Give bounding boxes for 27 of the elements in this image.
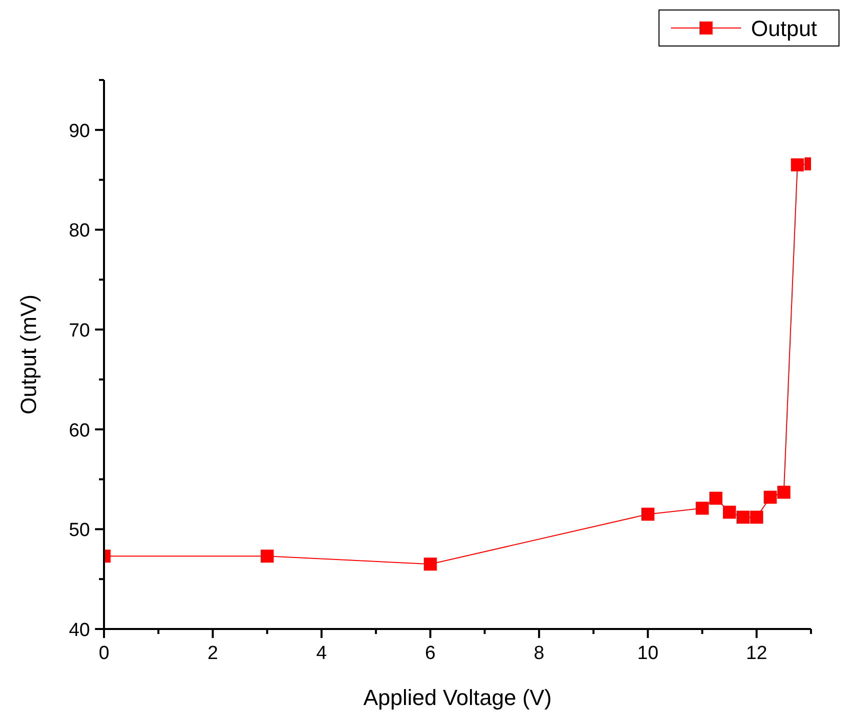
x-axis-title: Applied Voltage (V) <box>363 685 552 710</box>
x-tick-label: 0 <box>98 643 110 664</box>
legend-label: Output <box>751 16 818 41</box>
point <box>722 506 736 519</box>
point <box>764 490 777 504</box>
point <box>424 558 437 571</box>
y-tick-label: 40 <box>68 620 90 641</box>
y-axis-title: Output (mV) <box>16 294 41 414</box>
point <box>777 486 790 499</box>
x-tick-label: 8 <box>534 643 544 664</box>
x-tick-label: 2 <box>207 643 218 664</box>
point <box>736 510 750 524</box>
point <box>750 510 764 524</box>
y-tick-label: 80 <box>68 220 90 242</box>
x-tick-label: 6 <box>425 643 436 664</box>
x-tick-label: 4 <box>316 643 328 664</box>
y-tick-label: 60 <box>68 420 90 442</box>
y-tick-label: 50 <box>68 520 90 542</box>
x-tick-label: 12 <box>746 643 768 664</box>
y-tick-label: 70 <box>68 320 90 342</box>
point <box>696 502 709 515</box>
point <box>260 550 274 563</box>
point <box>709 492 722 505</box>
y-tick-label: 90 <box>68 120 90 142</box>
point <box>641 508 654 521</box>
x-tick-label: 10 <box>637 643 658 664</box>
point <box>790 158 804 172</box>
